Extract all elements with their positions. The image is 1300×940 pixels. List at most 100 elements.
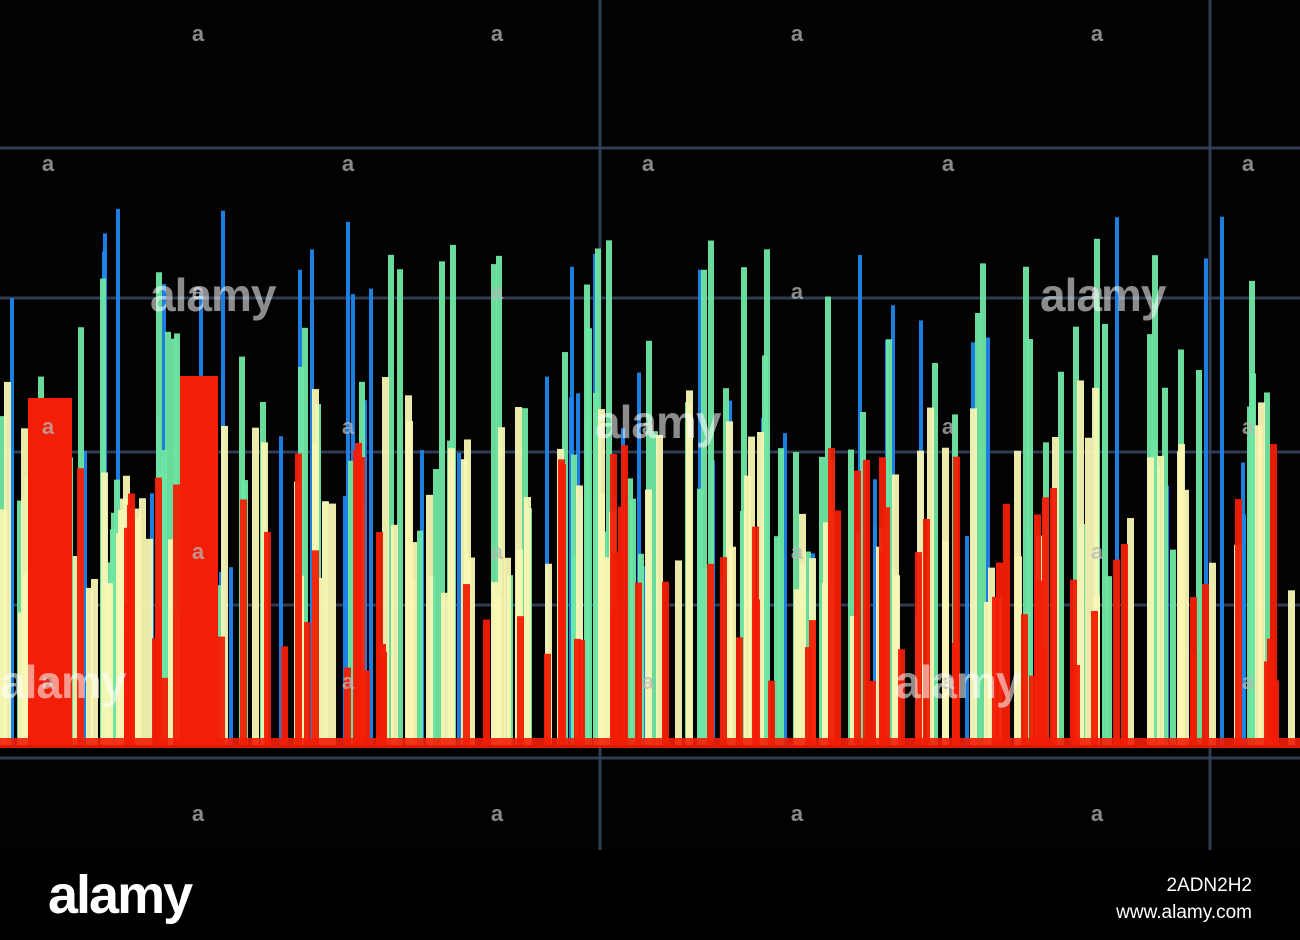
trace-peak: [146, 538, 153, 745]
watermark-mark: a: [491, 21, 504, 46]
trace-peak: [252, 427, 259, 745]
trace-peak: [0, 509, 7, 745]
watermark-mark: a: [942, 151, 955, 176]
trace-peak: [23, 573, 30, 745]
trace-peak: [18, 612, 25, 745]
trace-peak: [822, 582, 829, 745]
trace-peak: [701, 269, 707, 745]
trace-peak: [106, 583, 113, 745]
trace-peak: [720, 557, 727, 745]
trace-peak: [504, 557, 511, 745]
trace-peak: [1220, 216, 1224, 745]
trace-peak: [302, 327, 308, 745]
trace-peak: [611, 611, 618, 745]
trace-peak: [1258, 402, 1265, 745]
trace-peak: [923, 518, 930, 745]
watermark-mark: a: [942, 669, 955, 694]
trace-peak: [369, 288, 373, 745]
trace-peak: [1209, 562, 1216, 745]
trace-peak: [1288, 590, 1295, 745]
trace-peak: [295, 453, 302, 745]
trace-peak: [927, 407, 934, 745]
trace-peak: [1042, 497, 1049, 745]
trace-peak: [783, 433, 787, 745]
trace-peak: [1157, 455, 1164, 745]
trace-peak: [898, 649, 905, 745]
trace-peak: [645, 489, 652, 745]
trace-peak: [980, 263, 986, 745]
watermark-mark: a: [791, 539, 804, 564]
trace-peak: [662, 581, 669, 745]
watermark-mark: a: [342, 414, 355, 439]
trace-peak: [1249, 280, 1255, 745]
trace-peak: [1021, 614, 1028, 745]
trace-peak: [355, 442, 362, 745]
watermark-mark: a: [1091, 801, 1104, 826]
trace-peak: [1085, 437, 1092, 745]
trace-peak: [992, 596, 999, 745]
trace-peak: [124, 604, 131, 745]
trace-peak: [28, 398, 72, 745]
trace-peak: [397, 269, 403, 745]
watermark-mark: a: [42, 414, 55, 439]
watermark-mark: a: [342, 669, 355, 694]
trace-peak: [279, 436, 283, 745]
trace-peak: [322, 501, 329, 745]
trace-peak: [382, 377, 389, 745]
trace-peak: [809, 620, 816, 745]
trace-peak: [848, 449, 854, 745]
trace-peak: [173, 484, 180, 745]
trace-peak: [4, 381, 11, 745]
trace-peak: [77, 468, 84, 745]
trace-peak: [426, 494, 433, 745]
trace-peak: [774, 536, 780, 745]
trace-peak: [598, 409, 605, 745]
trace-peak: [986, 337, 990, 745]
trace-peak: [218, 636, 225, 745]
trace-peak: [468, 557, 475, 745]
trace-peak: [1014, 450, 1021, 745]
trace-peak: [942, 447, 949, 745]
trace-peak: [491, 264, 497, 745]
trace-peak: [417, 530, 423, 745]
trace-peak: [1070, 579, 1077, 745]
trace-peak: [953, 456, 960, 745]
trace-peak: [515, 407, 522, 745]
trace-peak: [1115, 217, 1119, 745]
trace-peak: [574, 638, 581, 745]
trace-peak: [996, 562, 1003, 745]
trace-peak: [83, 450, 87, 745]
trace-peak: [675, 560, 682, 745]
trace-peak: [441, 592, 448, 745]
trace-peak: [1196, 369, 1202, 745]
trace-peak: [86, 587, 93, 745]
trace-peak: [10, 298, 14, 745]
trace-peak: [161, 677, 168, 745]
trace-peak: [134, 508, 141, 745]
trace-peak: [1235, 499, 1242, 745]
trace-peak: [708, 240, 714, 745]
trace-peak: [834, 510, 841, 745]
watermark-mark: a: [491, 539, 504, 564]
trace-peak: [686, 390, 693, 745]
trace-peak: [483, 619, 490, 745]
trace-peak: [343, 496, 347, 745]
trace-peak: [1077, 380, 1084, 745]
trace-peak: [729, 546, 736, 745]
trace-peak: [344, 667, 351, 745]
trace-peak: [1073, 326, 1079, 745]
trace-peak: [576, 485, 583, 745]
trace-peak: [544, 653, 551, 745]
trace-peak: [915, 552, 922, 745]
trace-peak: [180, 376, 218, 745]
trace-peak: [932, 363, 938, 745]
trace-peak: [101, 472, 108, 745]
brand-logo: alamy: [48, 865, 193, 925]
trace-peak: [828, 448, 835, 745]
trace-peak: [621, 445, 628, 745]
watermark-mark: a: [791, 801, 804, 826]
trace-peak: [606, 240, 612, 745]
trace-peak: [491, 582, 498, 745]
trace-peak: [1092, 387, 1099, 745]
trace-peak: [439, 261, 445, 745]
